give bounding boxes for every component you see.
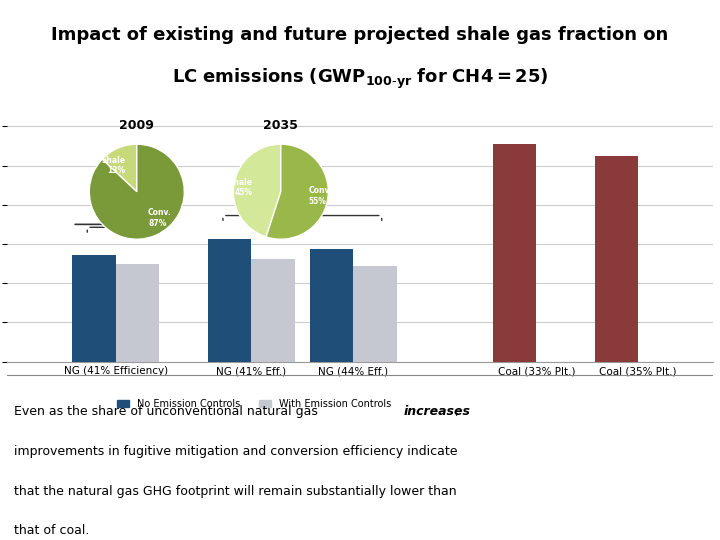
Text: improvements in fugitive mitigation and conversion efficiency indicate: improvements in fugitive mitigation and … [14, 445, 458, 458]
Text: Conv.
87%: Conv. 87% [148, 208, 172, 227]
Text: Shale
45%: Shale 45% [229, 178, 253, 197]
Text: Shale
13%: Shale 13% [102, 156, 125, 176]
Bar [72, 255, 116, 362]
Text: that of coal.: that of coal. [14, 524, 89, 537]
Text: increases: increases [404, 405, 471, 418]
Bar [310, 249, 354, 362]
Title: 2035: 2035 [264, 119, 298, 132]
Legend: No Emission Controls, With Emission Controls: No Emission Controls, With Emission Cont… [113, 395, 395, 413]
Bar [116, 264, 159, 362]
Text: $\mathbf{LC\ emissions\ (GWP_{100\text{-}yr}\ for\ CH4 = 25)}$: $\mathbf{LC\ emissions\ (GWP_{100\text{-… [172, 67, 548, 91]
Wedge shape [89, 144, 184, 239]
Bar [208, 239, 251, 362]
Bar [493, 144, 536, 362]
Wedge shape [102, 144, 137, 192]
Bar [354, 266, 397, 362]
Bar [251, 259, 295, 362]
Bar [595, 156, 638, 362]
Text: Even as the share of unconventional natural gas: Even as the share of unconventional natu… [14, 405, 322, 418]
Title: 2009: 2009 [120, 119, 154, 132]
Text: Conv.
55%: Conv. 55% [309, 186, 333, 206]
Text: ,: , [455, 405, 459, 418]
Text: that the natural gas GHG footprint will remain substantially lower than: that the natural gas GHG footprint will … [14, 484, 457, 497]
Wedge shape [233, 144, 281, 237]
Text: Impact of existing and future projected shale gas fraction on: Impact of existing and future projected … [51, 26, 669, 44]
Wedge shape [266, 144, 328, 239]
